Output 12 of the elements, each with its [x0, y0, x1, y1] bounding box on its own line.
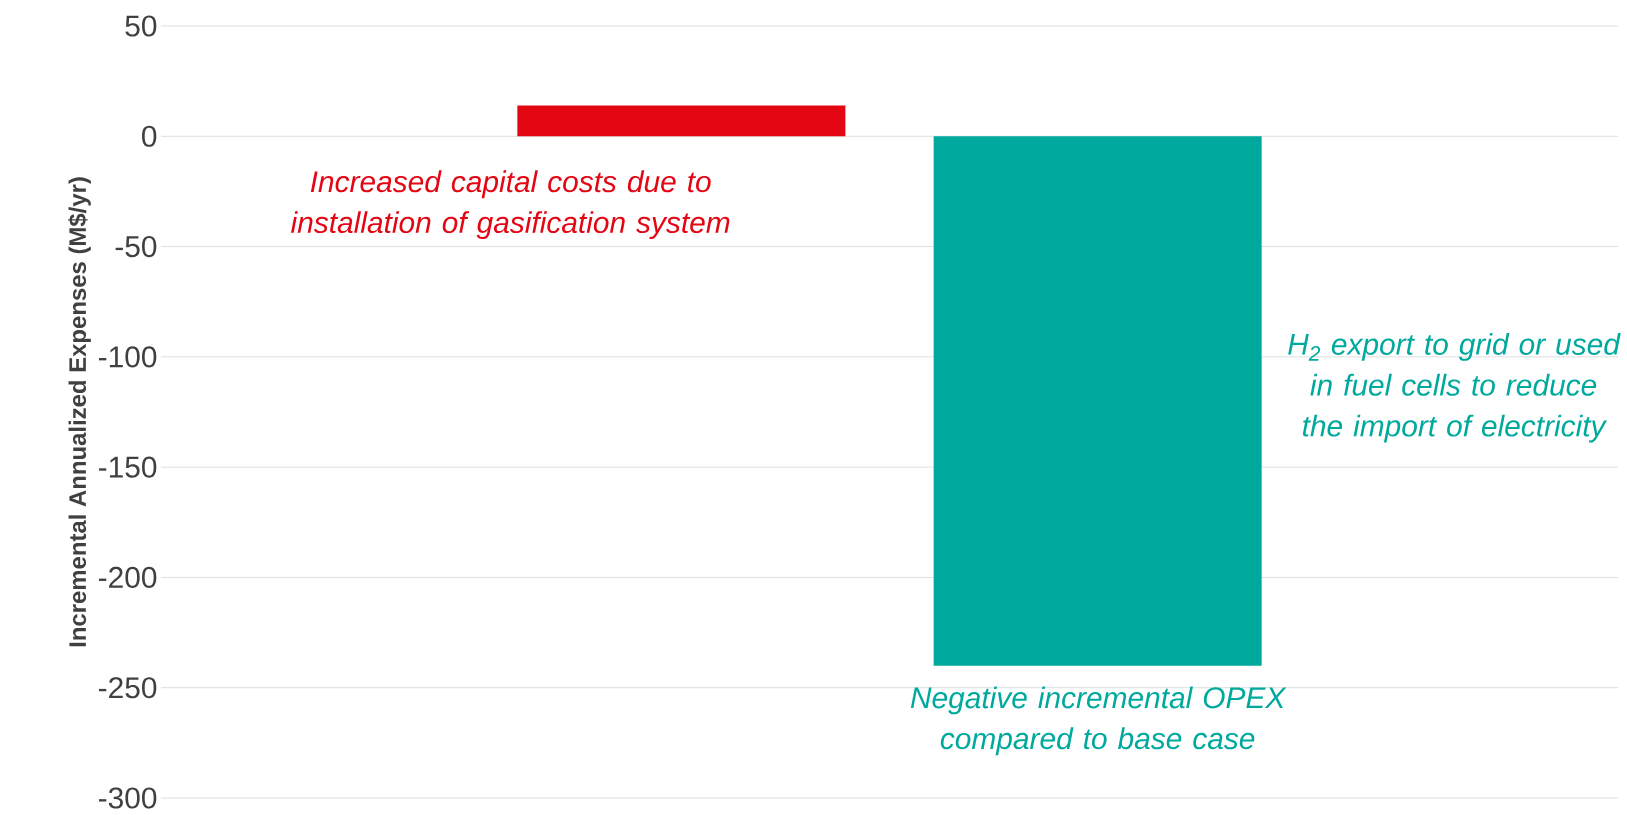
y-tick-label: -100 [98, 346, 157, 368]
y-tick-label: -200 [98, 566, 157, 589]
y-tick-label: -250 [98, 677, 157, 699]
annotation: Increased capital costs due to installation of gasification system [291, 170, 730, 240]
y-tick-label: -300 [98, 787, 157, 809]
y-tick-label: -50 [115, 235, 157, 258]
annotation: H$_{2}$ export to grid or used in fuel cells to reduce the import of electricity [1288, 332, 1621, 443]
y-axis-title: Incremental Annualized Expenses (M$/yr) [68, 177, 91, 647]
annotation: Negative incremental OPEX compared to base case [910, 686, 1287, 756]
y-tick-label: -150 [98, 456, 157, 478]
y-tick-label: 0 [142, 125, 157, 147]
y-tick-label: 50 [125, 15, 157, 37]
